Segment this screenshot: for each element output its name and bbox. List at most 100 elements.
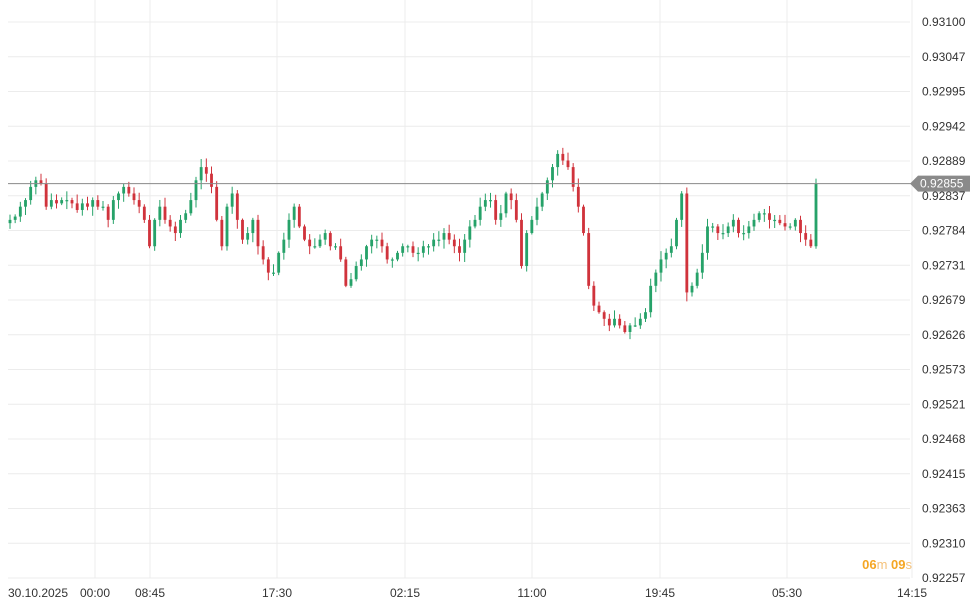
candle-countdown: 06m 09s [862, 557, 912, 572]
candle-body [349, 279, 353, 286]
candle-body [473, 219, 477, 227]
candle-body [726, 226, 730, 234]
candle-body [690, 285, 694, 293]
candle-body [809, 239, 813, 247]
candle-body [339, 246, 343, 260]
candle-body [122, 186, 126, 194]
y-tick-label: 0.92573 [922, 363, 966, 377]
candle-body [778, 219, 782, 224]
candle-body [520, 219, 523, 267]
candle-body [654, 272, 658, 286]
candle-body [737, 219, 740, 234]
candle-body [530, 219, 534, 234]
candle-body [297, 206, 301, 227]
candle-body [323, 233, 327, 240]
x-axis: 30.10.2025 00:00 08:45 17:30 02:15 11:00 19:45… [8, 586, 927, 600]
candle-body [814, 183, 818, 247]
x-tick-label: 02:15 [390, 586, 420, 600]
candle-body [272, 272, 275, 274]
candle-body [246, 233, 250, 240]
candle-body [427, 246, 430, 248]
candle-body [163, 206, 167, 220]
countdown-minutes: 06 [862, 557, 877, 572]
x-tick-label: 11:00 [517, 586, 546, 600]
candle-body [225, 206, 229, 247]
candle-body [8, 219, 12, 224]
candle-body [685, 193, 689, 293]
candle-body [762, 213, 766, 215]
candle-body [380, 239, 384, 247]
candle-body [328, 233, 332, 247]
y-tick-label: 0.93100 [922, 15, 966, 29]
candle-body [633, 325, 637, 327]
current-price-label: 0.92855 [920, 177, 964, 191]
candle-body [613, 318, 616, 326]
y-tick-label: 0.93047 [922, 50, 966, 64]
candle-body [80, 203, 84, 210]
x-tick-label: 19:45 [645, 586, 675, 600]
x-tick-label: 14:15 [897, 586, 927, 600]
candle-body [421, 246, 425, 253]
candle-body [793, 219, 797, 227]
candle-body [483, 200, 487, 207]
candle-body [287, 219, 291, 240]
candle-body [411, 246, 415, 253]
candle-body [44, 183, 48, 207]
candle-body [396, 252, 399, 260]
countdown-seconds: 09 [891, 557, 906, 572]
candle-body [111, 200, 115, 220]
candle-body [592, 285, 596, 306]
candle-body [571, 167, 575, 187]
y-tick-label: 0.92415 [922, 467, 966, 481]
candle-body [65, 200, 69, 202]
current-price-line: 0.92855 [8, 175, 970, 192]
candle-body [148, 219, 151, 247]
candle-body [385, 246, 389, 260]
y-axis: 0.93100 0.93047 0.92995 0.92942 0.92889 0.928… [922, 15, 966, 585]
candle-body [215, 186, 219, 220]
candle-body [773, 219, 777, 222]
candle-body [514, 200, 518, 220]
y-tick-label: 0.92679 [922, 293, 966, 307]
candle-body [695, 272, 699, 286]
candle-body [463, 239, 467, 253]
candle-body [344, 259, 348, 286]
candle-body [468, 226, 472, 240]
candle-body [680, 193, 684, 220]
y-tick-label: 0.92626 [922, 328, 966, 342]
y-tick-label: 0.92837 [922, 189, 966, 203]
candle-body [365, 246, 368, 260]
candle-body [551, 167, 554, 181]
x-tick-label: 17:30 [262, 586, 292, 600]
candle-body [303, 226, 306, 240]
candle-body [96, 200, 100, 207]
candle-body [106, 206, 110, 220]
candle-body [158, 206, 162, 220]
candle-body [359, 259, 363, 267]
candle-body [535, 206, 539, 220]
candle-body [556, 153, 560, 168]
candle-body [318, 239, 322, 247]
candle-body [189, 200, 193, 214]
candle-body [716, 226, 720, 234]
candle-body [75, 203, 79, 210]
candle-body [173, 226, 177, 234]
candle-body [561, 153, 565, 161]
candle-body [308, 239, 312, 247]
candle-body [256, 219, 260, 247]
candle-body [168, 219, 172, 227]
candle-body [504, 193, 508, 214]
candle-body [566, 160, 570, 168]
candle-body [742, 233, 746, 235]
candle-body [354, 266, 358, 280]
candle-body [788, 226, 792, 228]
candle-body [607, 318, 611, 326]
candle-body [545, 180, 549, 194]
candle-body [452, 239, 456, 247]
candle-body [282, 239, 286, 253]
candle-body [638, 318, 642, 326]
candle-body [230, 193, 234, 207]
x-tick-label: 05:30 [772, 586, 802, 600]
